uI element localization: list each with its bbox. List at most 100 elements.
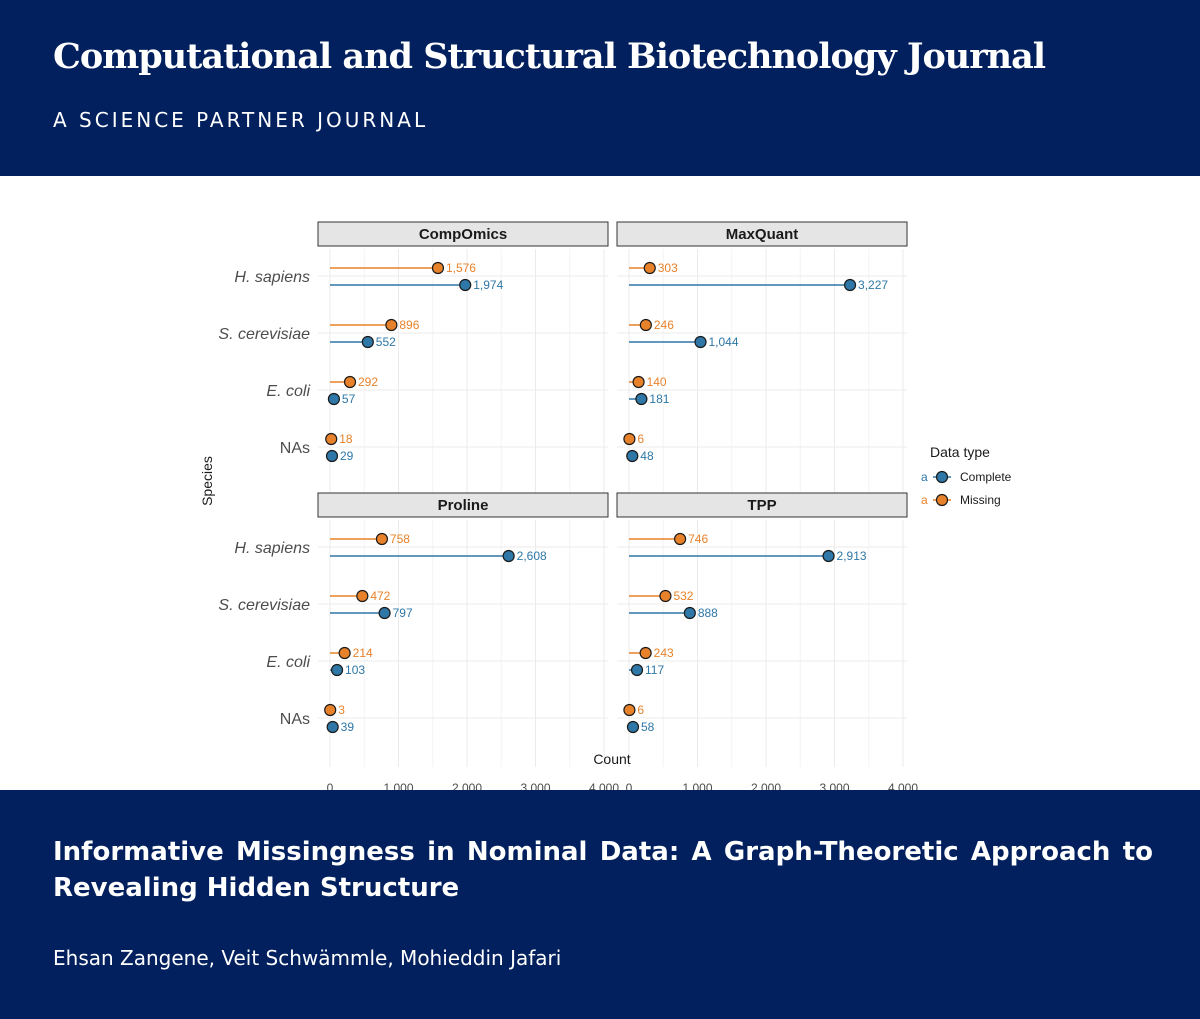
data-label-proline-missing-2: 214 <box>353 646 373 660</box>
data-label-compomics-complete-0: 1,974 <box>473 278 503 292</box>
point-tpp-complete-3 <box>626 720 640 734</box>
y-tick-label-nas-1: NAs <box>280 711 310 728</box>
point-maxquant-missing-1 <box>639 318 652 332</box>
point-tpp-missing-3 <box>623 703 636 717</box>
x-tick-label-proline-3: 3,000 <box>520 781 550 790</box>
point-maxquant-complete-1 <box>694 335 707 349</box>
y-tick-label-h-sapiens-1: H. sapiens <box>234 540 310 557</box>
x-tick-label-tpp-1: 1,000 <box>682 781 712 790</box>
data-label-tpp-missing-0: 746 <box>688 532 708 546</box>
panel-title-tpp: TPP <box>747 497 776 514</box>
x-tick-label-tpp-0: 0 <box>626 781 633 790</box>
data-label-compomics-complete-1: 552 <box>376 335 396 349</box>
journal-header: Computational and Structural Biotechnolo… <box>0 0 1200 176</box>
data-label-compomics-complete-2: 57 <box>342 392 356 406</box>
data-label-tpp-complete-1: 888 <box>698 606 718 620</box>
data-label-proline-complete-3: 39 <box>341 720 355 734</box>
point-tpp-missing-2 <box>639 646 652 660</box>
x-tick-label-proline-0: 0 <box>327 781 334 790</box>
data-label-compomics-missing-0: 1,576 <box>446 261 476 275</box>
point-compomics-complete-0 <box>459 278 472 292</box>
y-tick-label-s-cerevisiae-1: S. cerevisiae <box>218 597 310 614</box>
point-tpp-complete-0 <box>822 549 835 563</box>
y-tick-label-s-cerevisiae-0: S. cerevisiae <box>218 326 310 343</box>
data-label-proline-missing-0: 758 <box>390 532 410 546</box>
x-tick-label-proline-1: 1,000 <box>383 781 413 790</box>
data-label-proline-complete-0: 2,608 <box>517 549 547 563</box>
legend-key-complete <box>935 470 949 484</box>
data-label-maxquant-missing-3: 6 <box>637 432 644 446</box>
point-tpp-missing-1 <box>659 589 672 603</box>
data-label-proline-missing-3: 3 <box>338 703 345 717</box>
figure-area: CompOmics 1,576 1,974 896 552 292 57 18 29 H. sap… <box>0 176 1200 790</box>
point-proline-complete-1 <box>378 606 391 620</box>
point-compomics-complete-1 <box>361 335 374 349</box>
y-tick-label-h-sapiens-0: H. sapiens <box>234 269 310 286</box>
point-proline-missing-3 <box>324 703 337 717</box>
legend-title: Data type <box>930 444 990 460</box>
point-compomics-complete-3 <box>325 449 339 463</box>
legend-label-missing: Missing <box>960 493 1001 507</box>
data-label-maxquant-complete-0: 3,227 <box>858 278 888 292</box>
x-tick-label-tpp-4: 4,000 <box>888 781 918 790</box>
article-authors: Ehsan Zangene, Veit Schwämmle, Mohieddin… <box>53 946 562 970</box>
journal-subtitle: A SCIENCE PARTNER JOURNAL <box>53 108 429 132</box>
data-label-tpp-complete-0: 2,913 <box>837 549 867 563</box>
data-label-maxquant-complete-3: 48 <box>640 449 654 463</box>
x-tick-label-tpp-2: 2,000 <box>751 781 781 790</box>
point-compomics-missing-0 <box>431 261 445 275</box>
panel-strip-compomics <box>317 221 609 247</box>
data-label-proline-complete-2: 103 <box>345 663 365 677</box>
point-maxquant-missing-0 <box>643 261 656 275</box>
y-tick-label-e-coli-1: E. coli <box>266 654 310 671</box>
panel-strip-proline <box>317 492 609 518</box>
legend-key-missing <box>935 493 949 507</box>
y-tick-label-nas-0: NAs <box>280 440 310 457</box>
data-label-maxquant-complete-1: 1,044 <box>709 335 739 349</box>
x-tick-label-tpp-3: 3,000 <box>819 781 849 790</box>
point-compomics-missing-1 <box>385 318 398 332</box>
point-maxquant-complete-0 <box>843 278 857 292</box>
data-label-proline-complete-1: 797 <box>393 606 413 620</box>
legend-glyph-complete: a <box>921 470 928 484</box>
point-proline-missing-0 <box>375 532 389 546</box>
data-label-maxquant-missing-1: 246 <box>654 318 674 332</box>
data-label-maxquant-missing-0: 303 <box>658 261 678 275</box>
panel-title-maxquant: MaxQuant <box>726 226 799 243</box>
data-label-tpp-missing-3: 6 <box>637 703 644 717</box>
article-title: Informative Missingness in Nominal Data:… <box>53 837 1153 903</box>
data-label-tpp-complete-3: 58 <box>641 720 655 734</box>
y-tick-label-e-coli-0: E. coli <box>266 383 310 400</box>
point-maxquant-complete-3 <box>626 449 639 463</box>
data-label-compomics-missing-2: 292 <box>358 375 378 389</box>
data-label-proline-missing-1: 472 <box>370 589 390 603</box>
data-label-tpp-missing-1: 532 <box>673 589 693 603</box>
point-proline-missing-2 <box>338 646 351 660</box>
data-label-compomics-missing-3: 18 <box>339 432 353 446</box>
point-compomics-complete-2 <box>327 392 341 406</box>
journal-title: Computational and Structural Biotechnolo… <box>53 36 1046 77</box>
point-tpp-missing-0 <box>674 532 687 546</box>
point-maxquant-missing-2 <box>632 375 645 389</box>
point-proline-complete-2 <box>330 663 344 677</box>
x-axis-title: Count <box>593 751 630 767</box>
point-proline-complete-0 <box>502 549 515 563</box>
point-tpp-complete-2 <box>630 663 644 677</box>
panel-title-proline: Proline <box>438 497 489 514</box>
data-label-compomics-complete-3: 29 <box>340 449 354 463</box>
point-proline-complete-3 <box>326 720 339 734</box>
data-label-tpp-missing-2: 243 <box>654 646 674 660</box>
panel-strip-maxquant <box>616 221 908 247</box>
y-axis-title: Species <box>199 456 215 506</box>
point-compomics-missing-2 <box>343 375 357 389</box>
legend-glyph-missing: a <box>921 493 928 507</box>
data-label-maxquant-complete-2: 181 <box>649 392 669 406</box>
data-label-maxquant-missing-2: 140 <box>647 375 667 389</box>
x-tick-label-proline-2: 2,000 <box>452 781 482 790</box>
panel-strip-tpp <box>616 492 908 518</box>
point-compomics-missing-3 <box>325 432 338 446</box>
point-tpp-complete-1 <box>683 606 696 620</box>
article-footer: Informative Missingness in Nominal Data:… <box>0 790 1200 1019</box>
point-proline-missing-1 <box>356 589 369 603</box>
